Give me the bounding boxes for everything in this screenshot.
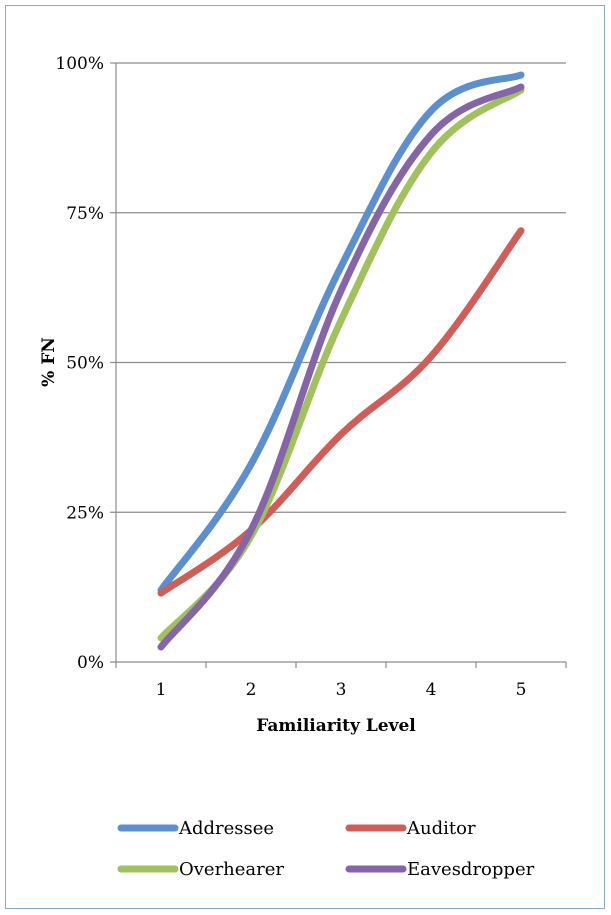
series-line-eavesdropper — [157, 83, 525, 651]
x-tick-label: 4 — [426, 680, 437, 700]
chart-frame: 0% 25% 50% 75% 100% 1 2 3 4 5 Familiarity Level %… — [5, 5, 605, 909]
y-tick-label: 100% — [55, 54, 104, 74]
legend-label-addressee: Addressee — [178, 818, 274, 839]
x-tick-label: 3 — [336, 680, 347, 700]
y-tick-label: 25% — [66, 503, 104, 523]
line-chart: 0% 25% 50% 75% 100% 1 2 3 4 5 Familiarity Level %… — [39, 54, 567, 880]
y-tick-label: 0% — [77, 653, 104, 673]
x-tick-label: 2 — [246, 680, 257, 700]
legend-label-auditor: Auditor — [406, 818, 476, 839]
series-line-auditor — [157, 227, 525, 597]
x-axis-title: Familiarity Level — [256, 716, 416, 736]
series-lines — [157, 71, 525, 651]
legend-label-overhearer: Overhearer — [179, 859, 284, 880]
x-tick-label: 5 — [516, 680, 527, 700]
y-tick-label: 75% — [66, 204, 104, 224]
tick-labels: 0% 25% 50% 75% 100% 1 2 3 4 5 — [55, 54, 526, 700]
series-line-addressee — [157, 71, 525, 594]
legend-label-eavesdropper: Eavesdropper — [407, 859, 535, 880]
y-tick-label: 50% — [66, 354, 104, 374]
gridlines — [116, 62, 566, 513]
x-tick-label: 1 — [156, 680, 167, 700]
axes — [110, 62, 567, 668]
legend: Addressee Auditor Overhearer Eavesdropper — [117, 818, 535, 880]
y-axis-title: % FN — [39, 337, 59, 387]
